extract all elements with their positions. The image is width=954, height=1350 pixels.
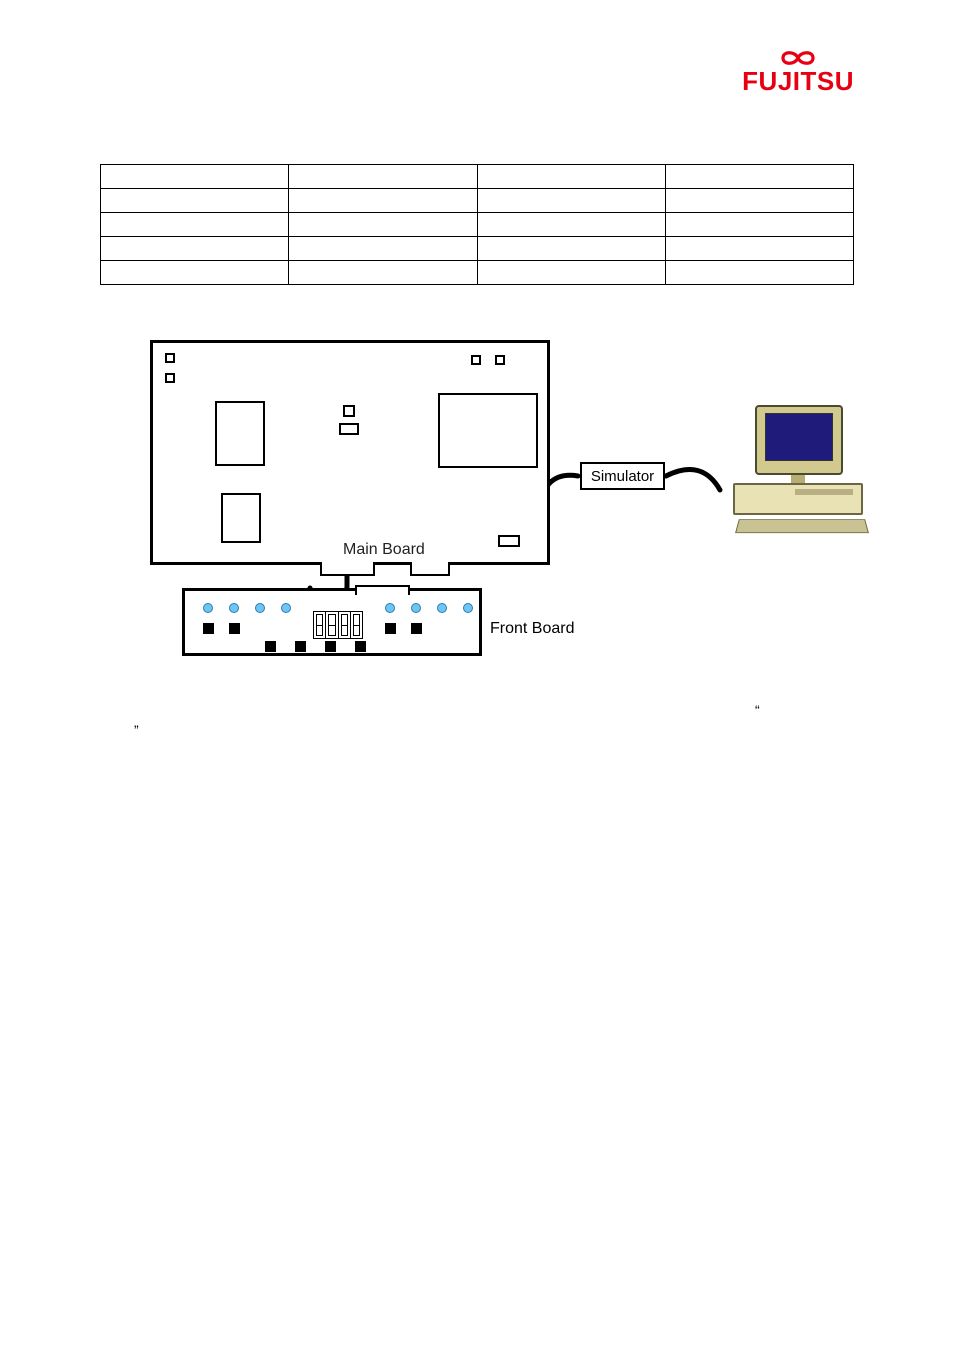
button-icon [355,641,366,652]
seg-digit [351,612,362,638]
led-icon [463,603,473,613]
simulator-label: Simulator [591,468,654,485]
board-connector [320,562,375,576]
simulator-box: Simulator [580,462,665,490]
table-cell [665,213,853,237]
port-rect [498,535,520,547]
table-header-row [101,165,854,189]
logo-wrap: FUJITSU [742,48,854,97]
mounting-hole-icon [165,353,175,363]
table-cell [477,213,665,237]
board-connector [410,562,450,576]
monitor-screen [765,413,833,461]
pc-drive-slot [795,489,853,495]
button-icon [325,641,336,652]
table-cell [477,189,665,213]
keyboard-icon [735,519,869,533]
front-connector [355,585,410,595]
main-board-label: Main Board [343,541,425,559]
mounting-hole-icon [165,373,175,383]
table-header-cell [665,165,853,189]
mounting-hole-icon [495,355,505,365]
monitor-stand [791,475,805,483]
table-cell [665,261,853,285]
table-cell [289,261,477,285]
mounting-hole-icon [471,355,481,365]
table-cell [289,213,477,237]
close-quote: ” [134,720,139,741]
led-icon [411,603,421,613]
led-icon [437,603,447,613]
table-row [101,261,854,285]
logo-infinity-icon [773,48,823,68]
table-cell [101,189,289,213]
seg-digit [314,612,326,638]
table-row [101,189,854,213]
seven-segment-display [313,611,363,639]
button-icon [295,641,306,652]
table-header-cell [477,165,665,189]
led-icon [281,603,291,613]
front-board [182,588,482,656]
chip-rect [221,493,261,543]
table-cell [101,261,289,285]
monitor-icon [755,405,843,475]
table-cell [101,213,289,237]
main-board: Main Board [150,340,550,565]
led-icon [203,603,213,613]
table-cell [665,189,853,213]
front-board-label: Front Board [490,620,574,638]
button-icon [265,641,276,652]
table-cell [101,237,289,261]
seg-digit [326,612,338,638]
seg-digit [339,612,351,638]
pc-icon [725,405,875,535]
brand-logo: FUJITSU [742,48,854,97]
data-table [100,164,854,285]
button-icon [411,623,422,634]
top-spacer [100,40,854,160]
button-icon [229,623,240,634]
system-diagram: Main Board [120,340,880,660]
led-icon [385,603,395,613]
chip-rect [438,393,538,468]
pc-tower-icon [733,483,863,515]
logo-text: FUJITSU [742,66,854,97]
table-header-cell [289,165,477,189]
table-cell [477,237,665,261]
open-quote: “ [755,700,760,721]
table-cell [289,237,477,261]
table-cell [289,189,477,213]
table-cell [665,237,853,261]
button-icon [385,623,396,634]
page: FUJITSU [0,0,954,1350]
led-icon [255,603,265,613]
table-cell [477,261,665,285]
table-row [101,237,854,261]
chip-rect [215,401,265,466]
small-component [339,423,359,435]
button-icon [203,623,214,634]
small-component [343,405,355,417]
led-icon [229,603,239,613]
table-header-cell [101,165,289,189]
table-row [101,213,854,237]
